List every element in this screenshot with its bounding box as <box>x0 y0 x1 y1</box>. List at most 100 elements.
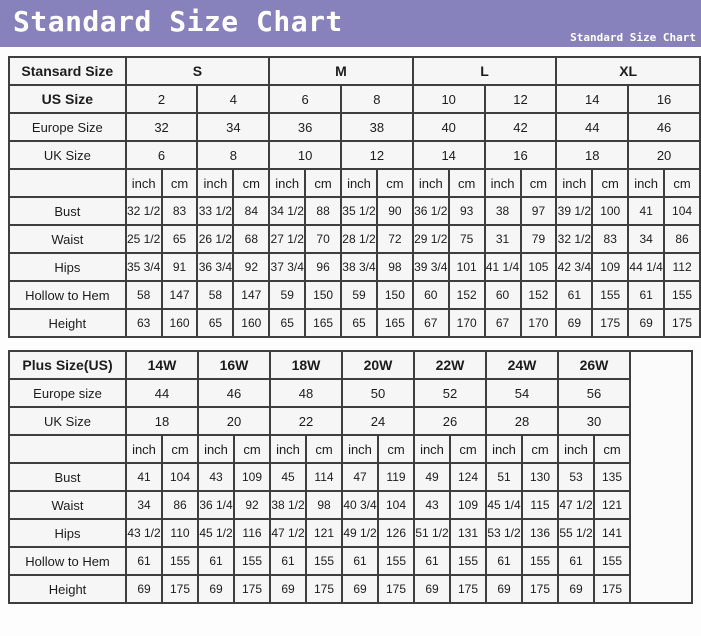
measurement-value-cell: 109 <box>233 462 271 492</box>
measurement-value-cell: 175 <box>591 308 630 338</box>
measurement-value-cell: 59 <box>340 280 378 310</box>
unit-header-cell: cm <box>233 434 271 464</box>
size-group-header: 14W <box>125 350 199 380</box>
measurement-value-cell: 61 <box>413 546 451 576</box>
measurement-value-cell: 59 <box>268 280 307 310</box>
measurement-value-cell: 98 <box>375 252 414 282</box>
measurement-label: Hips <box>8 252 127 282</box>
measurement-value-cell: 40 3/4 <box>341 490 379 520</box>
measurement-value-cell: 175 <box>377 574 415 604</box>
measurement-value-cell: 88 <box>304 196 342 226</box>
measurement-value-cell: 175 <box>663 308 701 338</box>
unit-header-cell: cm <box>161 434 199 464</box>
size-group-header: 22W <box>413 350 487 380</box>
measurement-value-cell: 175 <box>593 574 631 604</box>
size-value-cell: 40 <box>411 112 486 142</box>
measurement-value-cell: 61 <box>557 546 595 576</box>
measurement-value-cell: 33 1/2 <box>196 196 235 226</box>
unit-header-cell: cm <box>521 434 559 464</box>
measurement-value-cell: 175 <box>233 574 271 604</box>
measurement-row: Bust 41 104 43 109 45 114 47 119 49 124 51 130 53 135 <box>8 462 692 492</box>
measurement-value-cell: 39 1/2 <box>555 196 594 226</box>
row-label: Europe size <box>8 378 127 408</box>
measurement-value-cell: 65 <box>340 308 378 338</box>
measurement-value-cell: 65 <box>160 224 199 254</box>
measurement-value-cell: 100 <box>591 196 630 226</box>
measurement-label: Bust <box>8 196 127 226</box>
measurement-value-cell: 175 <box>161 574 199 604</box>
measurement-value-cell: 104 <box>377 490 415 520</box>
measurement-value-cell: 45 1/4 <box>485 490 523 520</box>
measurement-value-cell: 35 1/2 <box>340 196 378 226</box>
measurement-value-cell: 51 1/2 <box>413 518 451 548</box>
measurement-value-cell: 96 <box>304 252 342 282</box>
size-group-row: Stansard Size S M L XL <box>8 56 701 86</box>
measurement-value-cell: 28 1/2 <box>340 224 378 254</box>
plus-size-table: Plus Size(US) 14W 16W 18W 20W 22W 24W 26W Europe… <box>8 350 693 604</box>
unit-header-cell: inch <box>557 434 595 464</box>
measurement-value-cell: 141 <box>593 518 631 548</box>
measurement-value-cell: 69 <box>557 574 595 604</box>
measurement-value-cell: 61 <box>627 280 666 310</box>
measurement-value-cell: 61 <box>197 546 235 576</box>
measurement-value-cell: 69 <box>341 574 379 604</box>
size-group-header: 16W <box>197 350 271 380</box>
size-group-header: 18W <box>269 350 343 380</box>
measurement-value-cell: 91 <box>160 252 199 282</box>
unit-header-cell: cm <box>304 168 342 198</box>
measurement-value-cell: 155 <box>377 546 415 576</box>
measurement-value-cell: 147 <box>232 280 271 310</box>
measurement-value-cell: 121 <box>593 490 631 520</box>
size-group-header: 24W <box>485 350 559 380</box>
measurement-value-cell: 69 <box>413 574 451 604</box>
unit-header-row: inch cm inch cm inch cm inch cm inch cm inch cm inch… <box>8 434 692 464</box>
measurement-label: Hips <box>8 518 127 548</box>
size-system-row: Europe Size 32 34 36 38 40 42 44 46 <box>8 112 701 142</box>
measurement-value-cell: 65 <box>196 308 235 338</box>
measurement-value-cell: 53 1/2 <box>485 518 523 548</box>
size-value-cell: 2 <box>124 84 199 114</box>
measurement-value-cell: 26 1/2 <box>196 224 235 254</box>
measurement-value-cell: 49 1/2 <box>341 518 379 548</box>
measurement-value-cell: 104 <box>663 196 701 226</box>
size-value-cell: 44 <box>555 112 630 142</box>
size-system-row: US Size 2 4 6 8 10 12 14 16 <box>8 84 701 114</box>
measurement-value-cell: 35 3/4 <box>124 252 163 282</box>
measurement-value-cell: 175 <box>521 574 559 604</box>
unit-header-cell: inch <box>268 168 307 198</box>
measurement-value-cell: 61 <box>125 546 163 576</box>
size-value-cell: 18 <box>125 406 199 436</box>
measurement-value-cell: 104 <box>161 462 199 492</box>
measurement-value-cell: 86 <box>663 224 701 254</box>
size-group-header: 26W <box>557 350 631 380</box>
corner-label: Stansard Size <box>8 56 127 86</box>
size-value-cell: 8 <box>196 140 271 170</box>
measurement-value-cell: 124 <box>449 462 487 492</box>
measurement-value-cell: 75 <box>447 224 486 254</box>
measurement-value-cell: 34 1/2 <box>268 196 307 226</box>
measurement-value-cell: 165 <box>304 308 342 338</box>
measurement-value-cell: 101 <box>447 252 486 282</box>
size-system-row: UK Size 6 8 10 12 14 16 18 20 <box>8 140 701 170</box>
measurement-row: Waist 34 86 36 1/4 92 38 1/2 98 40 3/4 104 43 109 4… <box>8 490 692 520</box>
size-value-cell: 14 <box>411 140 486 170</box>
measurement-value-cell: 61 <box>341 546 379 576</box>
unit-corner-empty-cell <box>8 168 127 198</box>
measurement-value-cell: 105 <box>519 252 558 282</box>
measurement-value-cell: 150 <box>375 280 414 310</box>
measurement-value-cell: 36 1/4 <box>197 490 235 520</box>
measurement-row: Height 63 160 65 160 65 165 65 165 67 170 67 170 69 17… <box>8 308 701 338</box>
measurement-label: Waist <box>8 224 127 254</box>
measurement-value-cell: 152 <box>519 280 558 310</box>
measurement-row: Bust 32 1/2 83 33 1/2 84 34 1/2 88 35 1/2 90 36 1… <box>8 196 701 226</box>
unit-header-row: inch cm inch cm inch cm inch cm inch cm inch cm inch… <box>8 168 701 198</box>
row-label: UK Size <box>8 140 127 170</box>
measurement-value-cell: 98 <box>305 490 343 520</box>
unit-header-cell: inch <box>269 434 307 464</box>
size-value-cell: 20 <box>627 140 701 170</box>
measurement-value-cell: 47 <box>341 462 379 492</box>
size-chart-page: Standard Size Chart Standard Size Chart … <box>0 0 701 604</box>
measurement-value-cell: 27 1/2 <box>268 224 307 254</box>
measurement-value-cell: 49 <box>413 462 451 492</box>
unit-header-cell: inch <box>341 434 379 464</box>
